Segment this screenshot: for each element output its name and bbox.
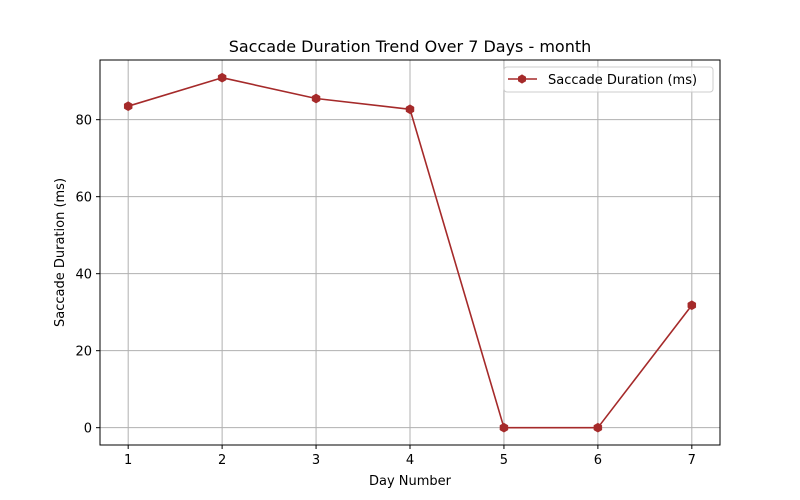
- legend-label: Saccade Duration (ms): [548, 73, 697, 88]
- chart-title: Saccade Duration Trend Over 7 Days - mon…: [229, 37, 592, 56]
- series: [123, 72, 697, 433]
- x-tick-label: 6: [594, 453, 602, 468]
- y-tick-label: 80: [75, 114, 92, 129]
- y-tick-label: 60: [75, 191, 92, 206]
- legend-marker-swatch: [518, 74, 526, 84]
- data-point-marker: [593, 422, 603, 433]
- x-tick-label: 7: [688, 453, 696, 468]
- data-point-marker: [687, 300, 697, 311]
- y-tick-label: 20: [75, 345, 92, 360]
- x-tick-label: 1: [124, 453, 132, 468]
- y-axis-title: Saccade Duration (ms): [53, 178, 68, 327]
- x-tick-label: 4: [406, 453, 414, 468]
- ticks: 1 2 3 4 5 6 7 0 20 40 60 80: [75, 114, 696, 468]
- legend: Saccade Duration (ms): [503, 66, 714, 93]
- x-axis-title: Day Number: [369, 474, 452, 489]
- data-point-marker: [123, 101, 133, 112]
- y-tick-label: 0: [84, 422, 92, 437]
- data-point-marker: [499, 422, 509, 433]
- x-tick-label: 5: [500, 453, 508, 468]
- x-tick-label: 3: [312, 453, 320, 468]
- data-point-marker: [217, 72, 227, 83]
- data-point-marker: [405, 104, 415, 115]
- grid: [100, 60, 720, 445]
- x-tick-label: 2: [218, 453, 226, 468]
- data-point-marker: [311, 93, 321, 104]
- legend-box: [503, 66, 714, 93]
- y-tick-label: 40: [75, 268, 92, 283]
